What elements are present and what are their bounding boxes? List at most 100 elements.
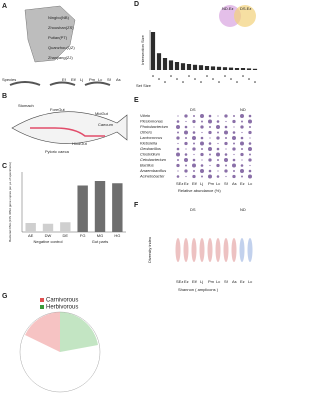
dot: [240, 141, 244, 146]
group: DS: [190, 207, 196, 212]
bar: [150, 32, 156, 70]
bar: [246, 68, 252, 70]
dot: [224, 158, 228, 162]
dot: [233, 126, 235, 128]
dot: [224, 169, 228, 173]
site-label: Zhoushan(ZS): [48, 25, 74, 30]
sample: Ez: [240, 181, 245, 186]
group: DS: [190, 107, 196, 112]
matrix-dot: [170, 75, 172, 77]
sample: Lc: [216, 181, 220, 186]
dot: [176, 152, 180, 157]
dot: [185, 164, 187, 167]
dot: [208, 130, 212, 135]
figure: ABCDEFGNingbo(NB)Zhoushan(ZS)Putian(PT)Q…: [2, 1, 258, 393]
dot: [200, 136, 204, 140]
matrix-dot: [236, 81, 238, 83]
sample: Elf: [192, 279, 198, 284]
dot: [177, 115, 179, 117]
sample: SEz: [176, 181, 183, 186]
sample: Lc: [216, 279, 220, 284]
bar: [174, 62, 180, 70]
dot: [232, 163, 236, 168]
dot: [201, 148, 203, 150]
violin: [239, 238, 245, 262]
legend-label: Herbivorous: [46, 305, 78, 311]
dot: [200, 114, 204, 118]
matrix-dot: [164, 81, 166, 83]
dot: [193, 126, 195, 128]
dot: [241, 175, 243, 178]
dot: [225, 120, 227, 123]
bar: [77, 185, 88, 232]
y-label: Diversity index: [147, 237, 152, 263]
y-label: Intersection Size: [140, 34, 145, 64]
clade: [25, 312, 60, 352]
dot: [232, 119, 236, 124]
bar: [204, 66, 210, 70]
matrix-dot: [242, 75, 244, 77]
matrix-dot: [176, 78, 178, 80]
dot: [184, 130, 188, 135]
dot: [192, 163, 196, 168]
bar: [222, 67, 228, 70]
taxon: Vibrio: [140, 113, 151, 118]
species: Lc: [98, 77, 102, 82]
dot: [217, 142, 219, 145]
dot: [184, 158, 188, 162]
dot: [248, 169, 252, 173]
dot: [241, 131, 243, 134]
matrix-dot: [248, 78, 250, 80]
dot: [209, 153, 211, 156]
legend-swatch: [40, 298, 44, 302]
dot: [176, 125, 180, 129]
matrix-dot: [218, 81, 220, 83]
venn-label: DS.Ez: [240, 6, 251, 11]
x-label: Relative abundance (%): [178, 188, 221, 193]
x-tick-label: HG: [114, 233, 120, 238]
dot: [201, 131, 203, 134]
dot: [193, 115, 195, 117]
matrix-dot: [200, 81, 202, 83]
sample: Lj: [200, 181, 203, 186]
y-label: Bacterial DNA (16S rRNA gene copies per …: [8, 162, 12, 242]
sample: Elf: [192, 181, 198, 186]
violin: [231, 238, 237, 262]
dot: [176, 163, 180, 168]
sample: As: [232, 279, 237, 284]
dot: [248, 147, 252, 151]
sample: Lc: [248, 181, 252, 186]
legend-label: Carnivorous: [46, 298, 78, 304]
dot: [209, 137, 211, 139]
gut: [30, 127, 105, 137]
dot: [240, 125, 244, 129]
violin: [247, 238, 253, 262]
dot: [240, 169, 244, 173]
site-label: Putian(PT): [48, 35, 68, 40]
bar: [180, 63, 186, 70]
dot: [192, 174, 196, 179]
site-label: Zhanjiang(ZJ): [48, 55, 73, 60]
taxon: Photobacterium: [140, 124, 169, 129]
dot: [193, 142, 195, 145]
x-tick-label: AE: [28, 233, 34, 238]
dot: [208, 114, 212, 118]
dot: [177, 142, 179, 145]
panel-label: B: [2, 93, 7, 100]
dot: [208, 158, 212, 162]
bar: [112, 183, 123, 232]
group: ND: [240, 107, 246, 112]
dot: [177, 170, 179, 172]
dot: [185, 137, 187, 139]
dot: [233, 115, 235, 117]
dot: [200, 125, 204, 129]
dot: [208, 147, 212, 151]
dot: [224, 130, 228, 135]
taxon: Geobacillus: [140, 146, 161, 151]
bar: [168, 60, 174, 70]
dot: [200, 164, 204, 167]
violin: [183, 238, 189, 262]
dot: [248, 174, 252, 179]
panel-label: A: [2, 3, 7, 10]
dot: [192, 119, 196, 124]
